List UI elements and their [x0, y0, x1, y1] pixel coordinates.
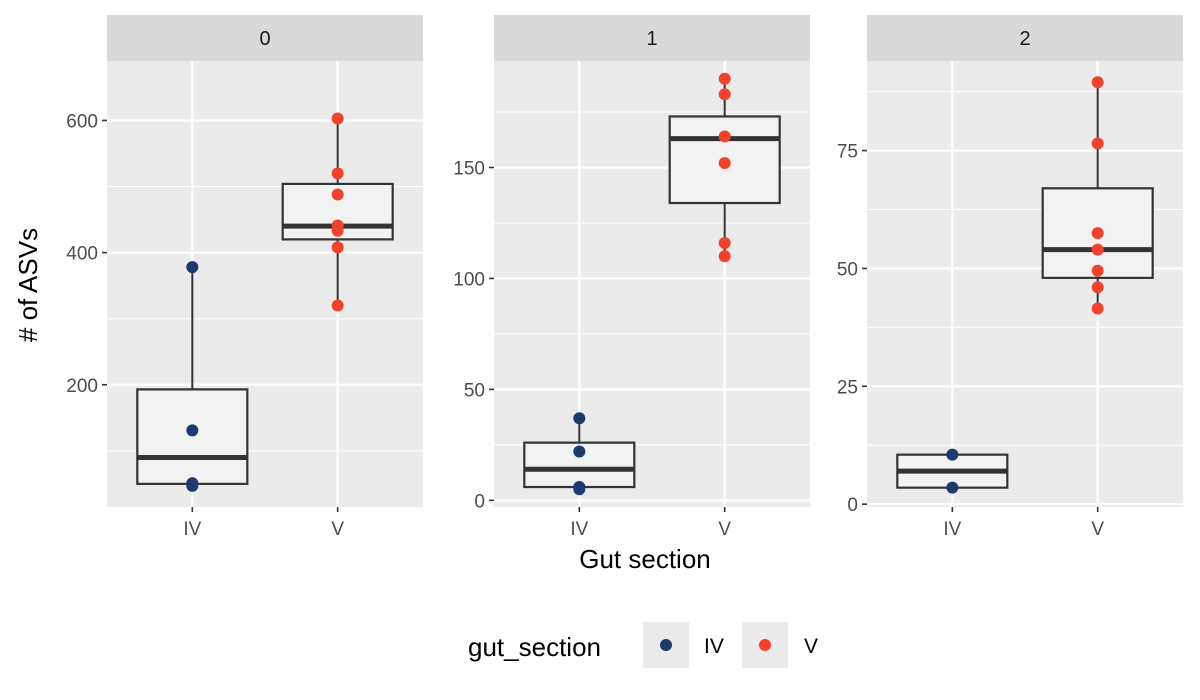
y-tick-label: 600 — [66, 111, 98, 132]
facet-strip — [494, 15, 810, 61]
panel-background — [867, 61, 1183, 507]
y-tick-label: 400 — [66, 244, 98, 265]
legend-label: IV — [704, 635, 724, 658]
facet-panels: 0 200 400 600 IV V 1 0 50 100 150 IV V 2 0 25 50 75 IV V — [66, 15, 1183, 540]
data-point-V — [331, 167, 344, 180]
y-tick-label: 50 — [837, 259, 858, 280]
facet-panel-1: 1 0 50 100 150 IV V — [453, 15, 810, 540]
legend-title: gut_section — [468, 632, 601, 662]
legend-items: IV V — [643, 622, 818, 668]
box-IV — [523, 418, 636, 490]
facet-strip-label: 0 — [259, 28, 270, 50]
data-point-V — [718, 88, 731, 101]
x-tick-label: IV — [570, 519, 588, 540]
x-tick-label: V — [331, 519, 344, 540]
data-point-IV — [186, 261, 199, 274]
x-tick-label: V — [718, 519, 731, 540]
data-point-V — [1091, 302, 1104, 315]
data-point-V — [331, 299, 344, 312]
legend-key-dot — [759, 639, 771, 651]
data-point-V — [1091, 281, 1104, 294]
y-tick-label: 200 — [66, 376, 98, 397]
facet-strip — [867, 15, 1183, 61]
data-point-IV — [946, 481, 959, 494]
data-point-V — [1091, 76, 1104, 89]
facet-strip-label: 2 — [1019, 28, 1030, 50]
facet-panel-0: 0 200 400 600 IV V — [66, 15, 423, 540]
x-tick-label: IV — [183, 519, 201, 540]
box-IV — [136, 267, 249, 488]
y-tick-label: 75 — [837, 142, 858, 163]
data-point-IV — [573, 483, 586, 496]
data-point-IV — [573, 445, 586, 458]
y-tick-label: 25 — [837, 377, 858, 398]
x-tick-label: V — [1091, 519, 1104, 540]
data-point-IV — [186, 479, 199, 492]
data-point-V — [331, 188, 344, 201]
x-axis-title: Gut section — [579, 544, 711, 574]
data-point-V — [1091, 227, 1104, 240]
facet-strip — [107, 15, 423, 61]
box-iqr — [136, 388, 249, 485]
data-point-V — [718, 130, 731, 143]
data-point-V — [718, 236, 731, 249]
legend-item-V: V — [742, 622, 818, 668]
y-tick-label: 50 — [464, 380, 485, 401]
box-iqr — [523, 441, 636, 489]
y-tick-label: 0 — [847, 495, 858, 516]
data-point-V — [331, 224, 344, 237]
data-point-V — [331, 241, 344, 254]
legend: gut_section IV V — [468, 622, 818, 668]
data-point-IV — [573, 412, 586, 425]
data-point-V — [1091, 137, 1104, 150]
legend-label: V — [804, 635, 818, 658]
data-point-V — [718, 157, 731, 170]
facet-strip-label: 1 — [646, 28, 657, 50]
data-point-V — [1091, 264, 1104, 277]
y-axis-title: # of ASVs — [13, 228, 43, 342]
data-point-V — [718, 250, 731, 263]
data-point-V — [331, 112, 344, 125]
facet-panel-2: 2 0 25 50 75 IV V — [837, 15, 1183, 540]
data-point-IV — [946, 448, 959, 461]
data-point-V — [1091, 243, 1104, 256]
data-point-V — [718, 72, 731, 85]
legend-key-dot — [660, 639, 672, 651]
x-tick-label: IV — [943, 519, 961, 540]
legend-item-IV: IV — [643, 622, 724, 668]
y-tick-label: 100 — [453, 269, 485, 290]
data-point-IV — [186, 424, 199, 437]
y-tick-label: 0 — [474, 491, 485, 512]
y-tick-label: 150 — [453, 159, 485, 180]
